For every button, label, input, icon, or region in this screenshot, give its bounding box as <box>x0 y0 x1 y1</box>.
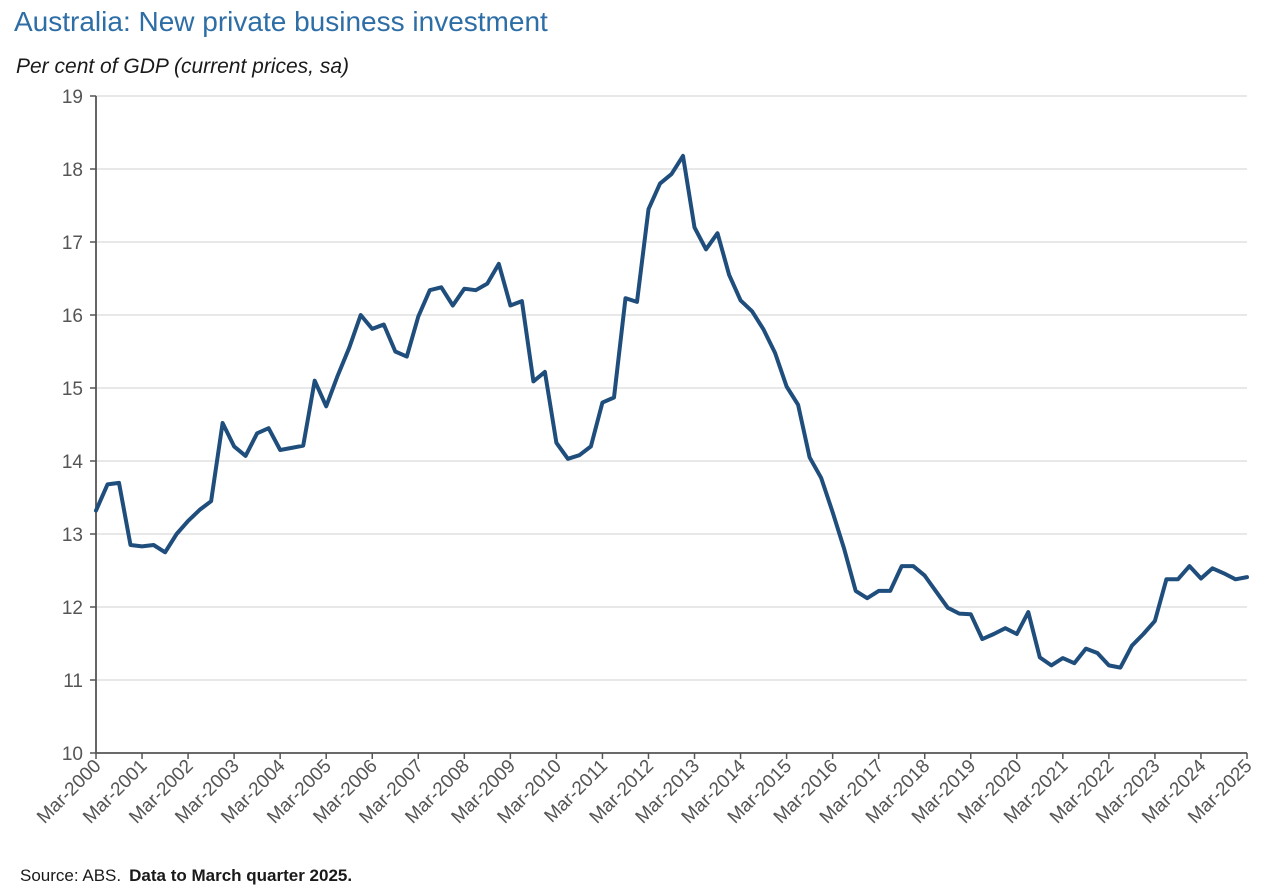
series-line <box>94 153 1249 670</box>
data-note: Data to March quarter 2025. <box>129 866 353 885</box>
y-tick-label: 11 <box>63 671 83 692</box>
chart-title: Australia: New private business investme… <box>14 6 548 37</box>
y-tick-label: 12 <box>62 598 83 619</box>
axes <box>90 95 1248 759</box>
series-layer <box>94 153 1249 670</box>
y-tick-label: 10 <box>62 744 83 765</box>
y-tick-label: 19 <box>62 87 83 108</box>
source-label: Source: ABS. <box>20 866 122 885</box>
y-tick-label: 14 <box>62 452 84 473</box>
y-tick-label: 17 <box>62 233 83 254</box>
gridlines <box>96 95 1247 681</box>
chart-subtitle: Per cent of GDP (current prices, sa) <box>16 55 349 78</box>
y-tick-label: 15 <box>62 379 83 400</box>
x-tick-labels: Mar-2000Mar-2001Mar-2002Mar-2003Mar-2004… <box>33 755 1256 828</box>
chart-footer: Source: ABS. Data to March quarter 2025. <box>20 866 352 886</box>
y-tick-label: 18 <box>62 160 83 181</box>
y-tick-label: 16 <box>62 306 83 327</box>
y-tick-label: 13 <box>62 525 83 546</box>
y-tick-labels: 10 11 12 13 14 15 16 17 18 19 <box>62 87 84 765</box>
